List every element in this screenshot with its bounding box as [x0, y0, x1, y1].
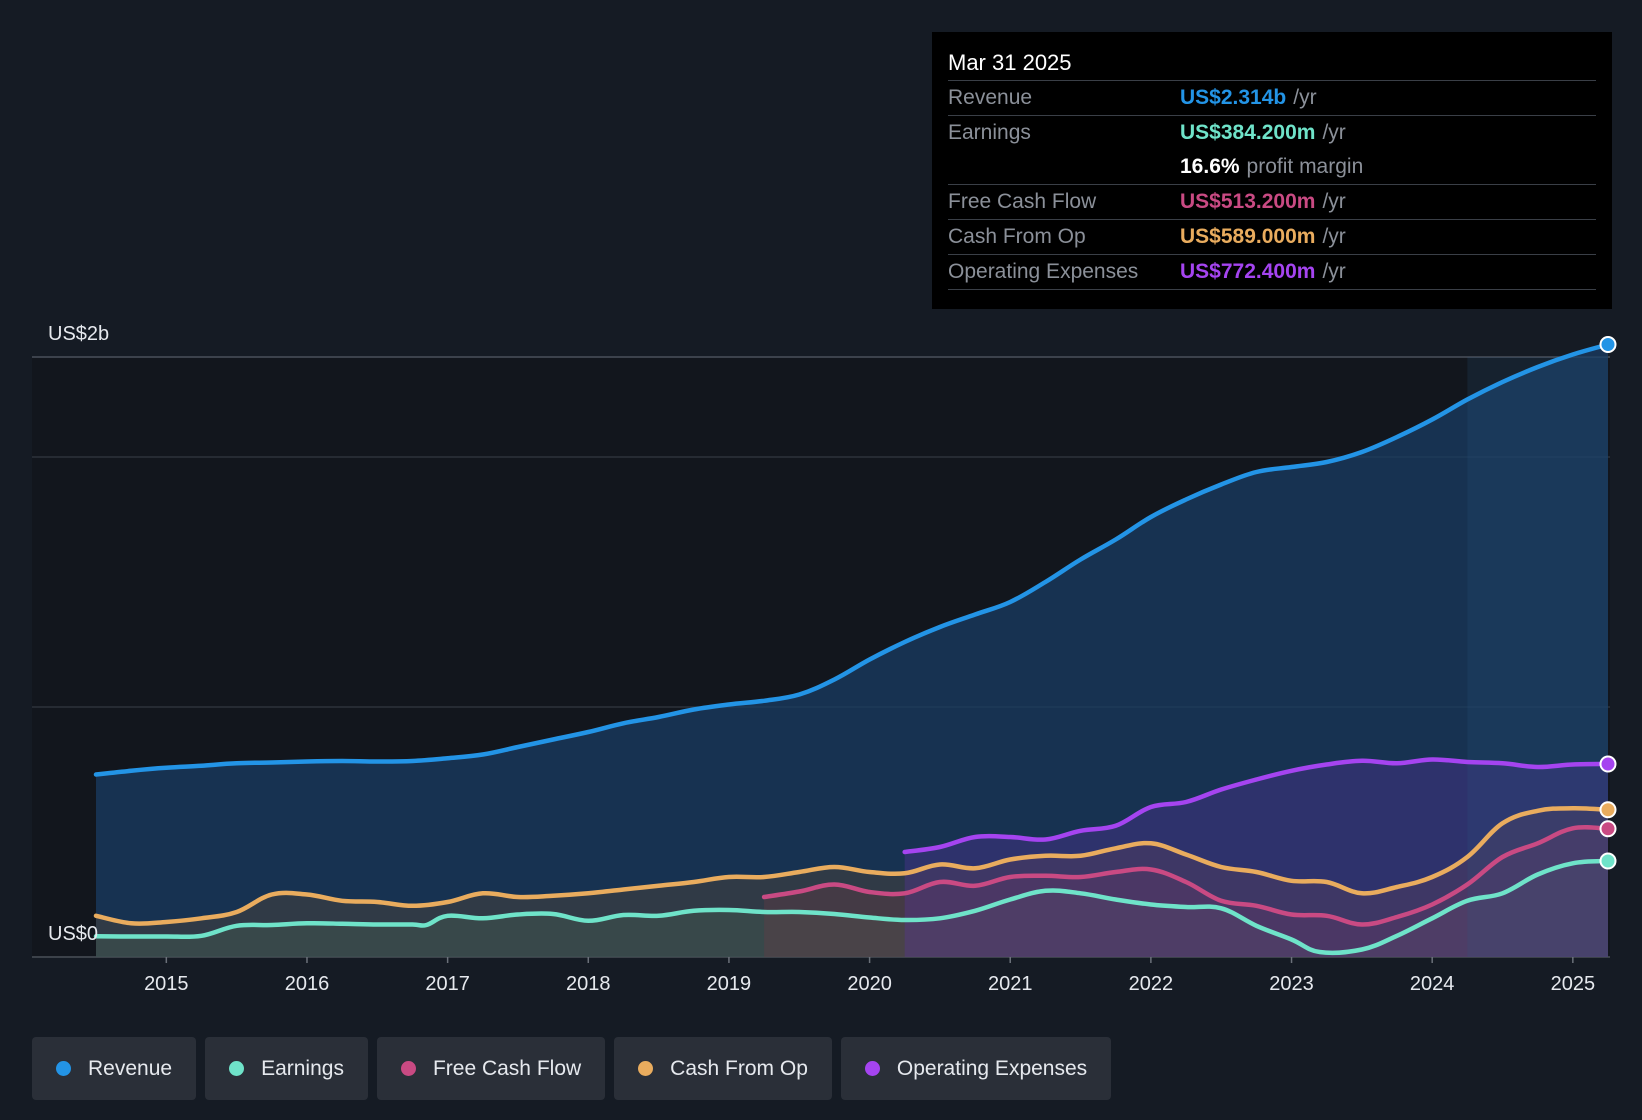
cash-from-op-line [93, 806, 1611, 926]
operating-expenses-line [902, 757, 1611, 855]
y-axis-bottom-label: US$0 [48, 923, 98, 945]
earnings-area [96, 861, 1608, 957]
legend-label: Cash From Op [670, 1056, 808, 1080]
x-tick-label: 2025 [1551, 973, 1596, 995]
tooltip-unit: profit margin [1246, 155, 1364, 178]
earnings-line [93, 858, 1611, 956]
revenue-dot-icon [56, 1061, 71, 1076]
x-tick-label: 2022 [1129, 973, 1174, 995]
x-tick-label: 2017 [425, 973, 470, 995]
legend-label: Earnings [261, 1056, 344, 1080]
x-tick-label: 2024 [1410, 973, 1455, 995]
earnings-endpoint [1599, 852, 1617, 870]
operating-expenses-dot-icon [864, 1061, 880, 1076]
free-cash-flow-line [761, 824, 1611, 927]
tooltip-value: US$772.400m [1180, 260, 1316, 283]
tooltip-value: US$2.314b [1180, 86, 1287, 109]
operating-expenses-area [904, 759, 1608, 957]
tooltip-label: Free Cash Flow [948, 190, 1097, 213]
tooltip-unit: /yr [1322, 121, 1346, 144]
tooltip-unit: /yr [1322, 190, 1346, 213]
legend-label: Free Cash Flow [432, 1056, 582, 1080]
x-tick-label: 2018 [566, 973, 611, 995]
tooltip-row-cash-from-op: Cash From Op US$589.000m /yr [948, 219, 1596, 254]
tooltip-unit: /yr [1322, 260, 1346, 283]
tooltip-date: Mar 31 2025 [948, 50, 1072, 75]
x-axis-ticks: 2015 2016 2017 2018 2019 2020 2021 2022 2023 2024… [144, 957, 1595, 995]
forecast-highlight [1467, 357, 1608, 957]
revenue-line [93, 342, 1611, 777]
tooltip-value: US$384.200m [1180, 121, 1316, 144]
operating-expenses-endpoint [1599, 755, 1617, 773]
x-tick-label: 2015 [144, 973, 189, 995]
earnings-dot-icon [229, 1061, 245, 1076]
revenue-area [96, 344, 1608, 957]
x-tick-label: 2019 [707, 973, 752, 995]
cash-from-op-dot-icon [638, 1061, 654, 1076]
tooltip-value: 16.6% [1180, 155, 1240, 178]
legend-label: Revenue [88, 1056, 173, 1080]
tooltip-value: US$513.200m [1180, 190, 1316, 213]
x-tick-label: 2023 [1269, 973, 1314, 995]
tooltip-label: Cash From Op [948, 225, 1086, 248]
y-axis-top-label: US$2b [48, 323, 109, 345]
x-tick-label: 2020 [847, 973, 892, 995]
tooltip-label: Earnings [948, 121, 1031, 144]
legend: Revenue Earnings Free Cash Flow Cash Fro… [32, 1037, 1112, 1100]
series-endpoints [1599, 336, 1617, 870]
tooltip-row-free-cash-flow: Free Cash Flow US$513.200m /yr [948, 184, 1596, 219]
x-tick-label: 2021 [988, 973, 1033, 995]
tooltip-unit: /yr [1293, 86, 1317, 109]
tooltip-row-revenue: Revenue US$2.314b /yr [948, 80, 1596, 115]
free-cash-flow-endpoint [1599, 820, 1617, 838]
revenue-endpoint [1599, 336, 1617, 353]
tooltip-value: US$589.000m [1180, 225, 1316, 248]
legend-item-revenue[interactable]: Revenue [32, 1037, 197, 1100]
cash-from-op-endpoint [1599, 801, 1617, 819]
tooltip-row-operating-expenses: Operating Expenses US$772.400m /yr [948, 254, 1596, 290]
tooltip-row-profit-margin: 16.6% profit margin [948, 150, 1596, 184]
legend-item-free-cash-flow[interactable]: Free Cash Flow [376, 1037, 606, 1100]
tooltip-label: Operating Expenses [948, 260, 1139, 283]
tooltip-unit: /yr [1322, 225, 1346, 248]
tooltip-panel: Mar 31 2025 Revenue US$2.314b /yr Earnin… [932, 32, 1612, 309]
free-cash-flow-area [764, 827, 1608, 957]
legend-item-cash-from-op[interactable]: Cash From Op [614, 1037, 832, 1100]
tooltip-label: Revenue [948, 86, 1033, 109]
legend-label: Operating Expenses [896, 1056, 1088, 1080]
tooltip-row-earnings: Earnings US$384.200m /yr [948, 115, 1596, 150]
free-cash-flow-dot-icon [400, 1061, 416, 1076]
legend-item-earnings[interactable]: Earnings [205, 1037, 368, 1100]
x-tick-label: 2016 [285, 973, 330, 995]
legend-item-operating-expenses[interactable]: Operating Expenses [840, 1037, 1112, 1100]
series-lines [93, 342, 1611, 956]
